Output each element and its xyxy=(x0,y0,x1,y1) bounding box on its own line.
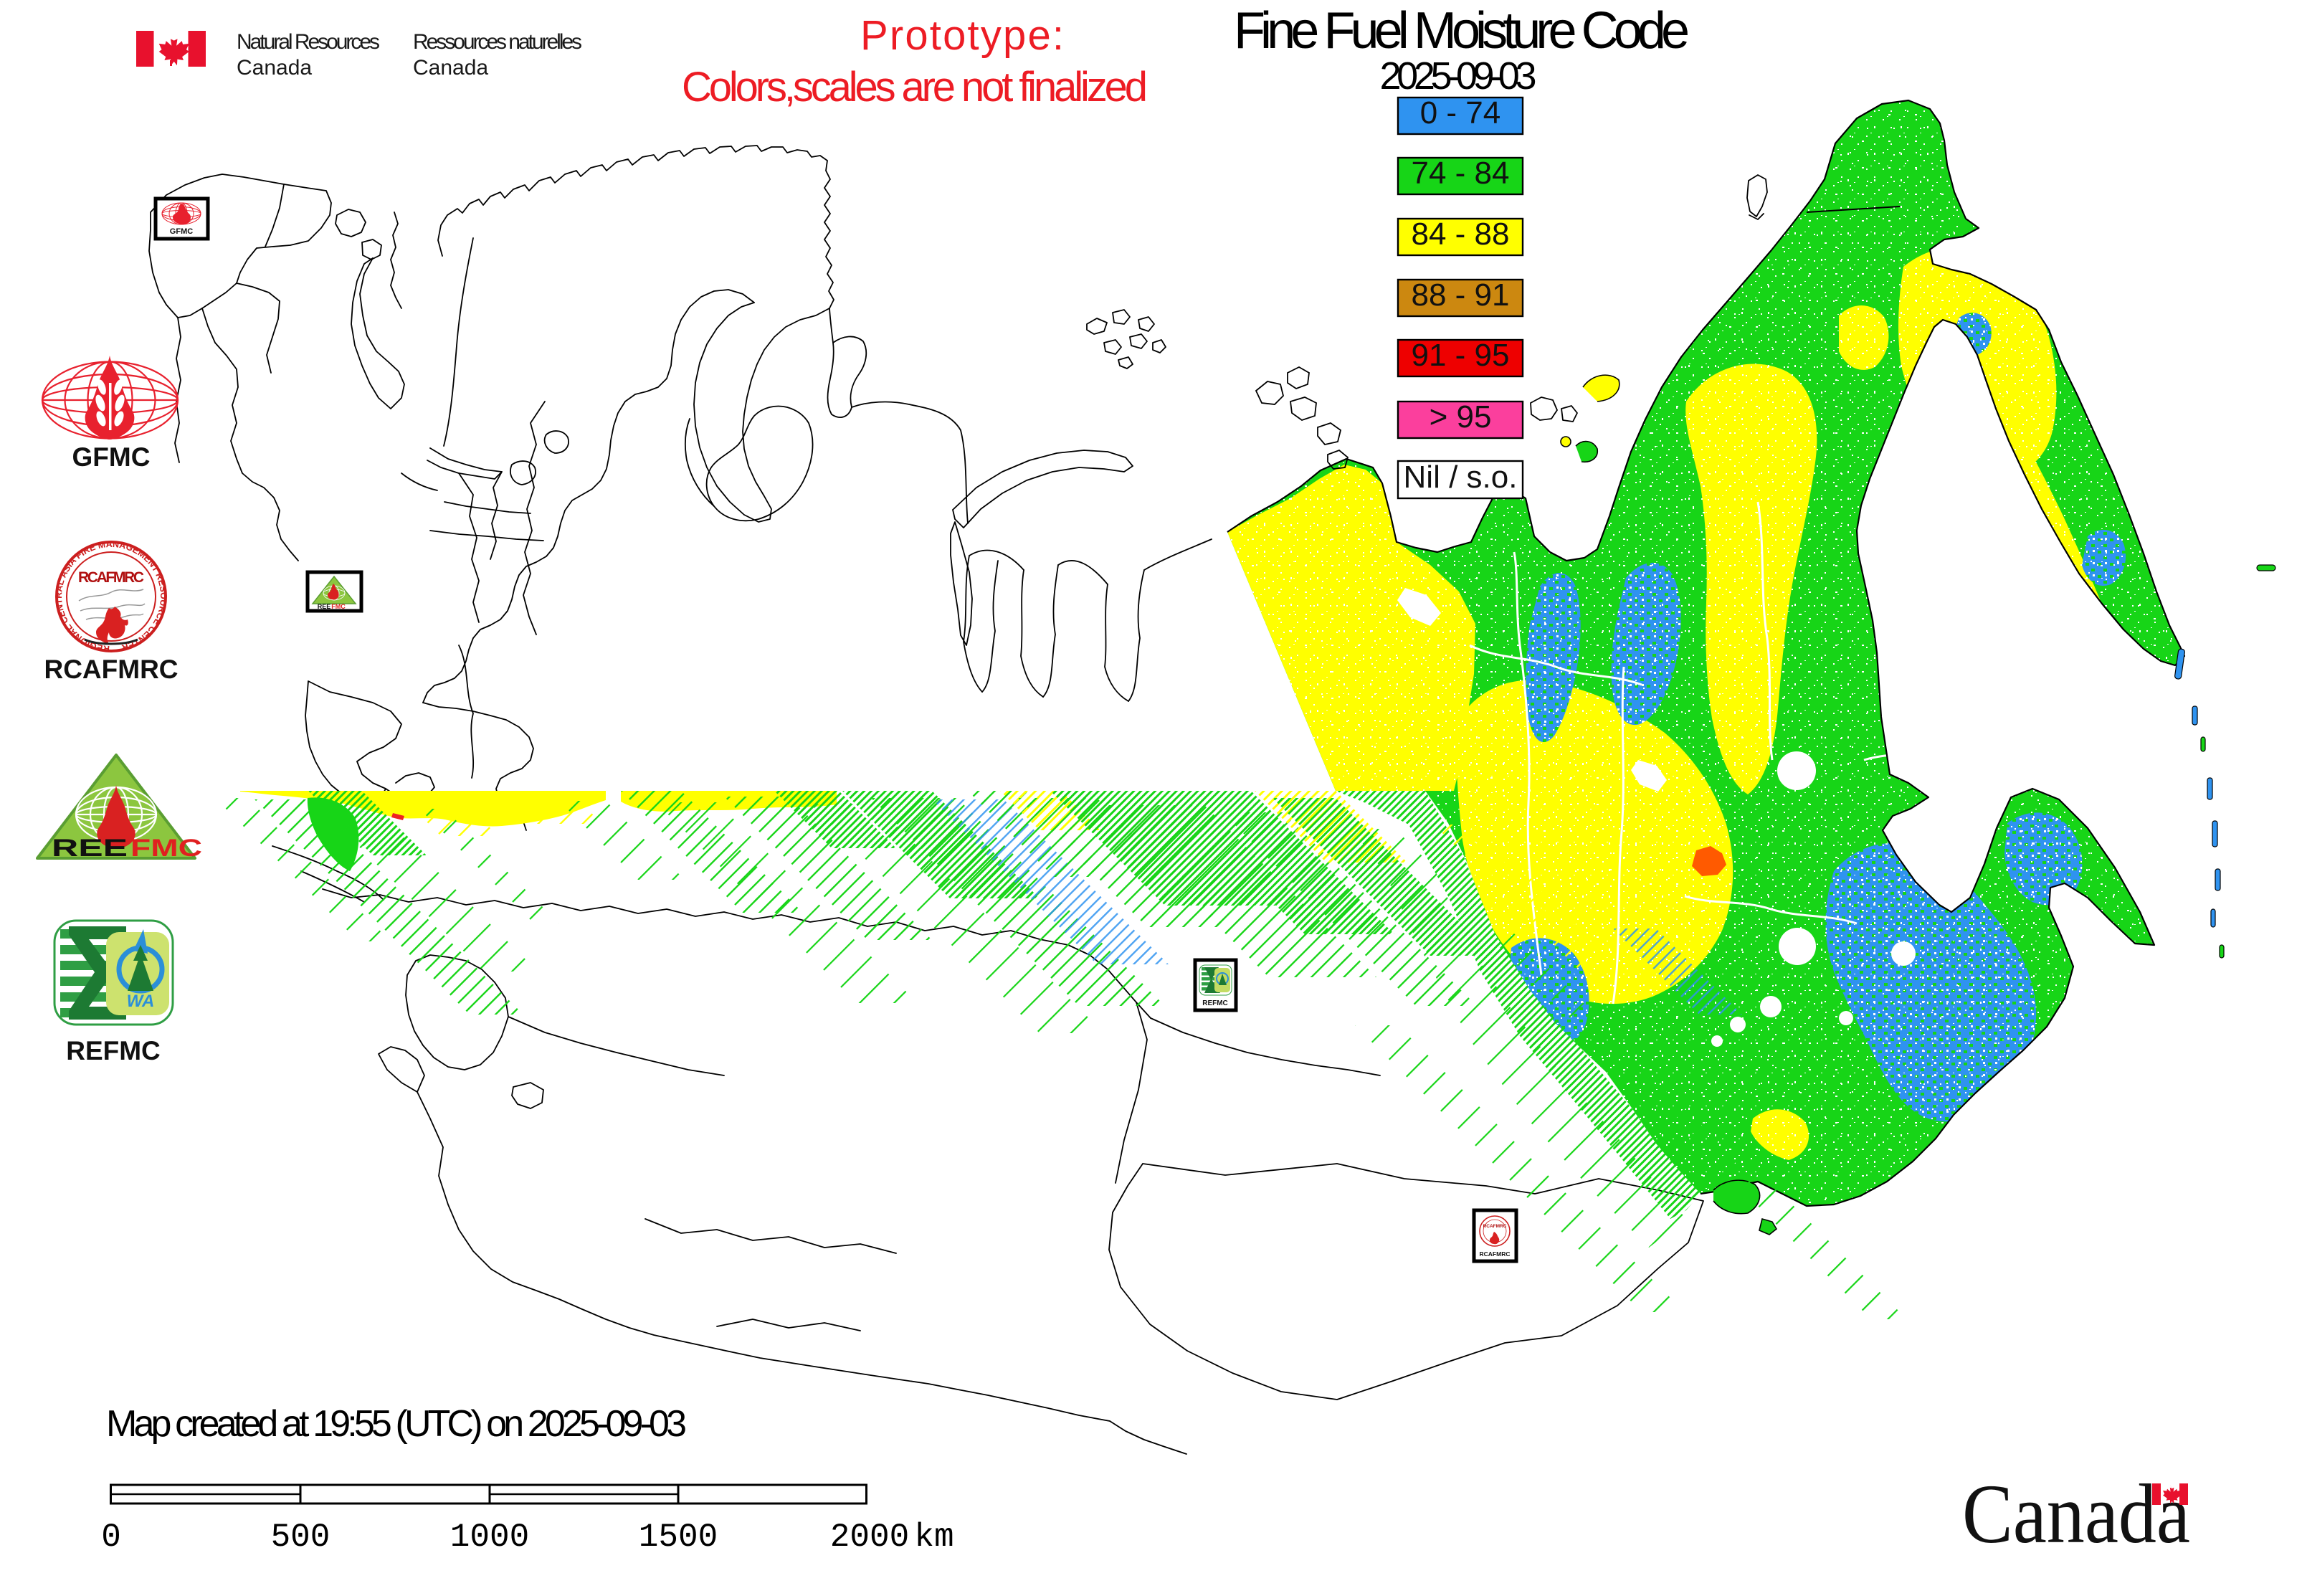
svg-text:REE: REE xyxy=(318,603,331,610)
svg-text:Nil / s.o.: Nil / s.o. xyxy=(1404,460,1518,495)
svg-text:GFMC: GFMC xyxy=(72,442,151,472)
svg-text:1500: 1500 xyxy=(639,1519,718,1556)
svg-text:REE: REE xyxy=(52,835,128,862)
svg-text:88 - 91: 88 - 91 xyxy=(1412,277,1510,313)
svg-text:> 95: > 95 xyxy=(1430,399,1492,434)
svg-text:1000: 1000 xyxy=(450,1519,529,1556)
svg-text:REFMC: REFMC xyxy=(66,1036,161,1065)
svg-text:91 - 95: 91 - 95 xyxy=(1412,338,1510,373)
svg-text:Canada: Canada xyxy=(237,56,312,80)
svg-text:FMC: FMC xyxy=(130,835,202,862)
svg-text:RCAFMRC: RCAFMRC xyxy=(44,655,178,684)
svg-text:0 - 74: 0 - 74 xyxy=(1420,95,1501,130)
svg-text:RCAFMRC: RCAFMRC xyxy=(78,569,144,586)
svg-text:84 - 88: 84 - 88 xyxy=(1412,217,1510,252)
svg-text:km: km xyxy=(914,1519,953,1556)
svg-text:Map created at 19:55 (UTC) on: Map created at 19:55 (UTC) on 2025-09-03 xyxy=(106,1403,687,1445)
svg-text:Canada: Canada xyxy=(413,56,488,80)
svg-text:Natural Resources: Natural Resources xyxy=(237,30,380,54)
svg-text:FMC: FMC xyxy=(331,603,346,610)
svg-text:RCAFMRC: RCAFMRC xyxy=(1483,1224,1507,1229)
svg-text:74 - 84: 74 - 84 xyxy=(1412,156,1510,191)
svg-text:Prototype:: Prototype: xyxy=(860,12,1064,59)
svg-text:Fine Fuel Moisture Code: Fine Fuel Moisture Code xyxy=(1234,2,1690,60)
svg-text:RCAFMRC: RCAFMRC xyxy=(1480,1250,1511,1258)
svg-text:WA: WA xyxy=(127,992,155,1011)
svg-text:GFMC: GFMC xyxy=(170,227,193,236)
svg-text:2025-09-03: 2025-09-03 xyxy=(1380,54,1537,98)
svg-text:Colors,scales are not finalize: Colors,scales are not finalized xyxy=(682,64,1148,110)
svg-text:2000: 2000 xyxy=(830,1519,909,1556)
svg-text:0: 0 xyxy=(101,1519,121,1556)
svg-text:Canada: Canada xyxy=(1962,1467,2190,1561)
svg-text:500: 500 xyxy=(271,1519,330,1556)
svg-text:Ressources naturelles: Ressources naturelles xyxy=(413,30,582,54)
svg-text:REFMC: REFMC xyxy=(1202,999,1228,1007)
